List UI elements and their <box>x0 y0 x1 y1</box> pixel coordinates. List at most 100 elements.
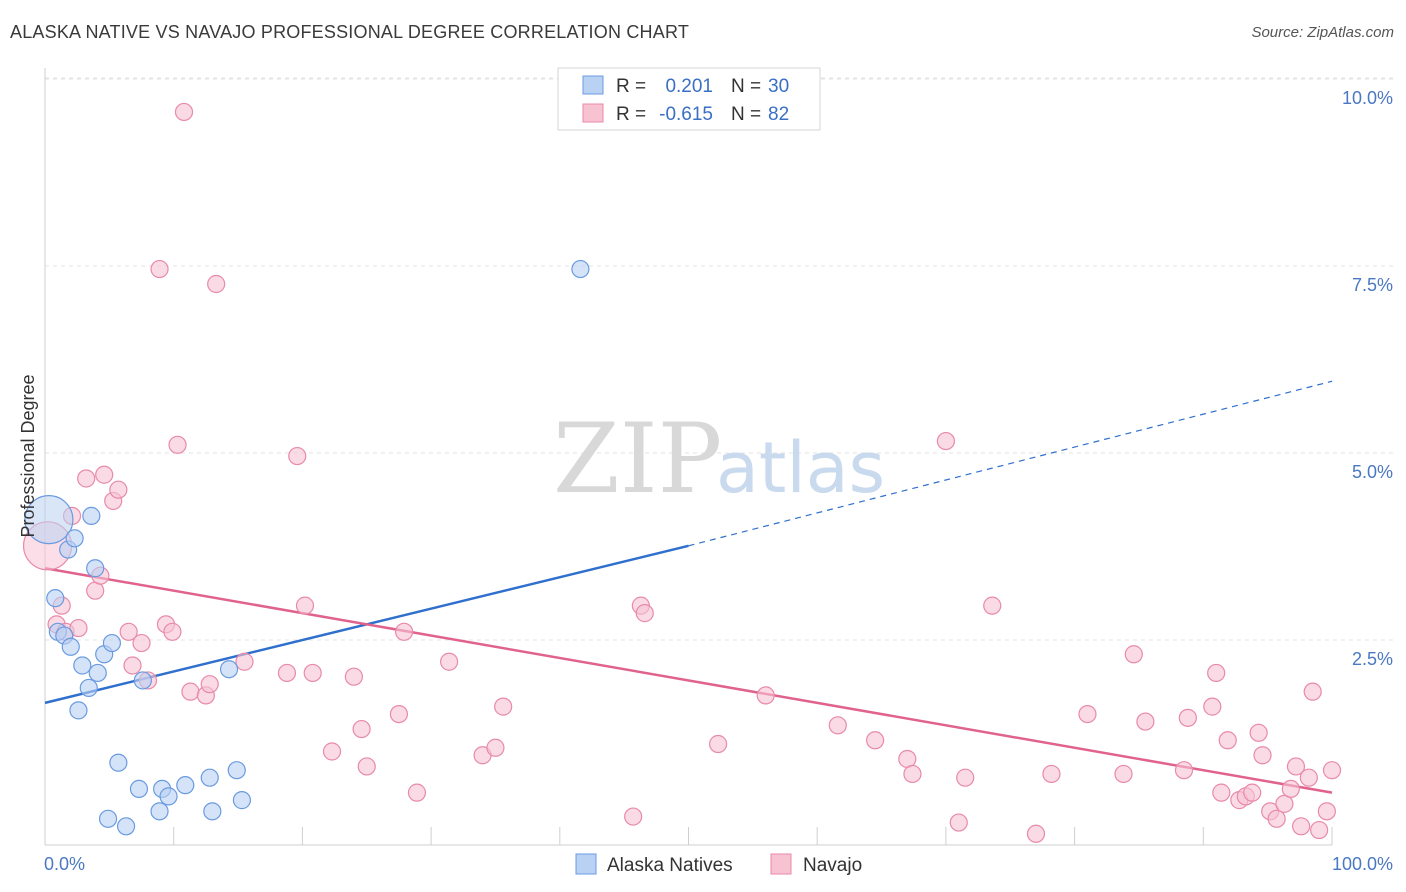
y-tick-label: 2.5% <box>1352 649 1393 669</box>
legend-n-label-2: N = <box>731 104 761 125</box>
point-alaska-natives <box>79 678 98 698</box>
point-navajo <box>866 731 885 750</box>
point-navajo <box>624 807 643 826</box>
point-navajo <box>207 274 226 294</box>
chart-title: ALASKA NATIVE VS NAVAJO PROFESSIONAL DEG… <box>10 22 690 42</box>
point-navajo <box>95 465 114 484</box>
legend-n-value-1: 30 <box>768 76 789 97</box>
grid <box>45 77 1394 641</box>
watermark-zip: ZIP <box>553 403 722 515</box>
point-navajo <box>1243 783 1262 802</box>
point-navajo <box>494 697 513 716</box>
chart-source: Source: ZipAtlas.com <box>1251 24 1394 41</box>
point-navajo <box>109 480 128 499</box>
point-alaska-natives <box>176 776 195 795</box>
legend-swatch-navajo <box>582 103 604 123</box>
point-alaska-natives <box>203 802 222 821</box>
point-alaska-natives <box>24 495 74 545</box>
legend-swatch-alaska <box>582 75 604 95</box>
point-alaska-natives <box>109 753 128 772</box>
point-navajo <box>1174 761 1194 780</box>
point-alaska-natives <box>159 787 178 806</box>
bottom-legend-label-navajo: Navajo <box>803 855 862 876</box>
point-navajo <box>1299 768 1318 787</box>
point-navajo <box>288 446 307 466</box>
point-navajo <box>1136 712 1155 731</box>
point-navajo <box>119 622 138 641</box>
point-alaska-natives <box>61 637 80 656</box>
point-navajo <box>295 596 315 615</box>
point-alaska-natives <box>116 817 136 836</box>
point-navajo <box>277 663 297 683</box>
data-points <box>22 102 1342 843</box>
point-navajo <box>1218 731 1237 750</box>
legend-n-label-1: N = <box>731 76 761 97</box>
point-alaska-natives <box>102 633 122 653</box>
point-navajo <box>1253 746 1272 765</box>
point-navajo <box>486 738 505 757</box>
point-navajo <box>123 656 142 675</box>
point-navajo <box>235 652 254 671</box>
point-navajo <box>1124 645 1143 664</box>
point-alaska-natives <box>86 559 105 578</box>
point-navajo <box>1207 663 1226 683</box>
point-navajo <box>1317 802 1336 821</box>
point-alaska-natives <box>129 779 149 799</box>
point-navajo <box>150 259 169 279</box>
point-navajo <box>357 757 376 776</box>
point-navajo <box>756 686 775 705</box>
point-navajo <box>1303 682 1322 701</box>
bottom-legend-swatch-navajo <box>770 853 792 875</box>
point-navajo <box>1292 817 1311 836</box>
point-navajo <box>407 783 427 802</box>
legend-r-value-2: -0.615 <box>659 104 713 125</box>
bottom-legend: Alaska Natives Navajo <box>575 853 862 876</box>
point-alaska-natives <box>46 589 65 608</box>
point-navajo <box>1212 783 1231 802</box>
point-navajo <box>200 675 219 694</box>
legend-r-value-1: 0.201 <box>665 76 713 97</box>
point-navajo <box>828 716 847 735</box>
legend-r-label-1: R = <box>616 76 646 97</box>
point-navajo <box>709 734 728 754</box>
point-navajo <box>903 764 922 784</box>
point-alaska-natives <box>219 660 239 679</box>
point-navajo <box>352 719 371 739</box>
point-alaska-natives <box>73 656 92 675</box>
point-alaska-natives <box>65 529 84 548</box>
point-alaska-natives <box>571 259 590 279</box>
legend-n-value-2: 82 <box>768 104 789 125</box>
point-alaska-natives <box>200 768 219 787</box>
point-alaska-natives <box>227 761 246 780</box>
point-navajo <box>181 682 200 701</box>
point-navajo <box>1267 809 1286 828</box>
point-navajo <box>1203 697 1222 716</box>
x-tick-label-max: 100.0% <box>1332 854 1393 874</box>
point-navajo <box>389 704 409 724</box>
point-navajo <box>132 633 151 653</box>
point-navajo <box>77 469 96 488</box>
point-navajo <box>1281 779 1300 799</box>
point-navajo <box>168 435 187 454</box>
point-navajo <box>322 742 342 761</box>
legend-box: R = 0.201 N = 30 R = -0.615 N = 82 <box>557 67 821 131</box>
point-alaska-natives <box>232 791 252 810</box>
point-navajo <box>1026 824 1046 843</box>
point-navajo <box>635 604 654 623</box>
point-navajo <box>956 768 975 787</box>
point-navajo <box>1178 708 1197 727</box>
trend-line-navajo <box>44 567 1333 794</box>
point-navajo <box>1078 704 1097 724</box>
point-navajo <box>69 618 88 638</box>
point-navajo <box>936 431 956 451</box>
point-alaska-natives <box>133 671 152 690</box>
point-navajo <box>983 596 1002 615</box>
point-navajo <box>1286 757 1306 776</box>
point-navajo <box>1275 794 1294 813</box>
x-tick-label-min: 0.0% <box>44 854 85 874</box>
point-alaska-natives <box>98 809 118 828</box>
point-navajo <box>303 663 322 683</box>
point-navajo <box>1249 723 1268 742</box>
y-axis-title: Professional Degree <box>18 374 38 537</box>
